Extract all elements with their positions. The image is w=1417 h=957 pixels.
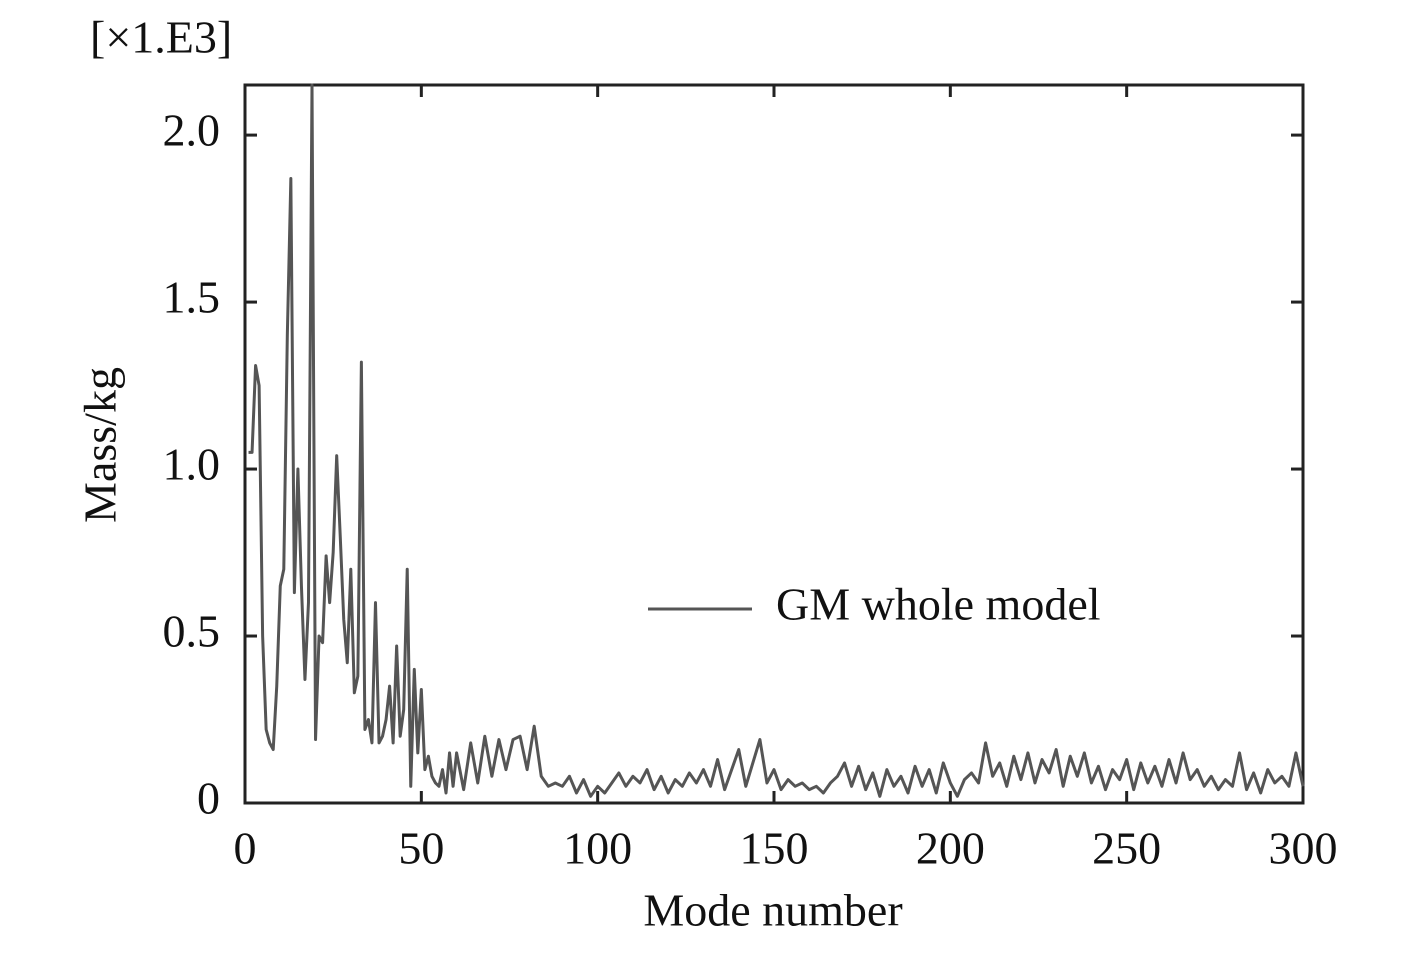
x-tick-label: 150: [740, 823, 809, 874]
y-tick-label: 2.0: [163, 105, 221, 156]
x-tick-label: 300: [1269, 823, 1338, 874]
y-tick-label: 0: [197, 773, 220, 824]
y-tick-label: 0.5: [163, 606, 221, 657]
x-tick-label: 0: [234, 823, 257, 874]
x-tick-label: 100: [563, 823, 632, 874]
y-scale-label: [×1.E3]: [90, 12, 232, 63]
x-tick-label: 250: [1092, 823, 1161, 874]
legend-label: GM whole model: [776, 579, 1101, 630]
y-axis-label: Mass/kg: [75, 367, 126, 523]
x-tick-label: 50: [398, 823, 444, 874]
y-tick-label: 1.0: [163, 439, 221, 490]
x-tick-label: 200: [916, 823, 985, 874]
y-tick-label: 1.5: [163, 272, 221, 323]
x-axis-label: Mode number: [643, 885, 902, 936]
data-line: [248, 83, 1305, 798]
